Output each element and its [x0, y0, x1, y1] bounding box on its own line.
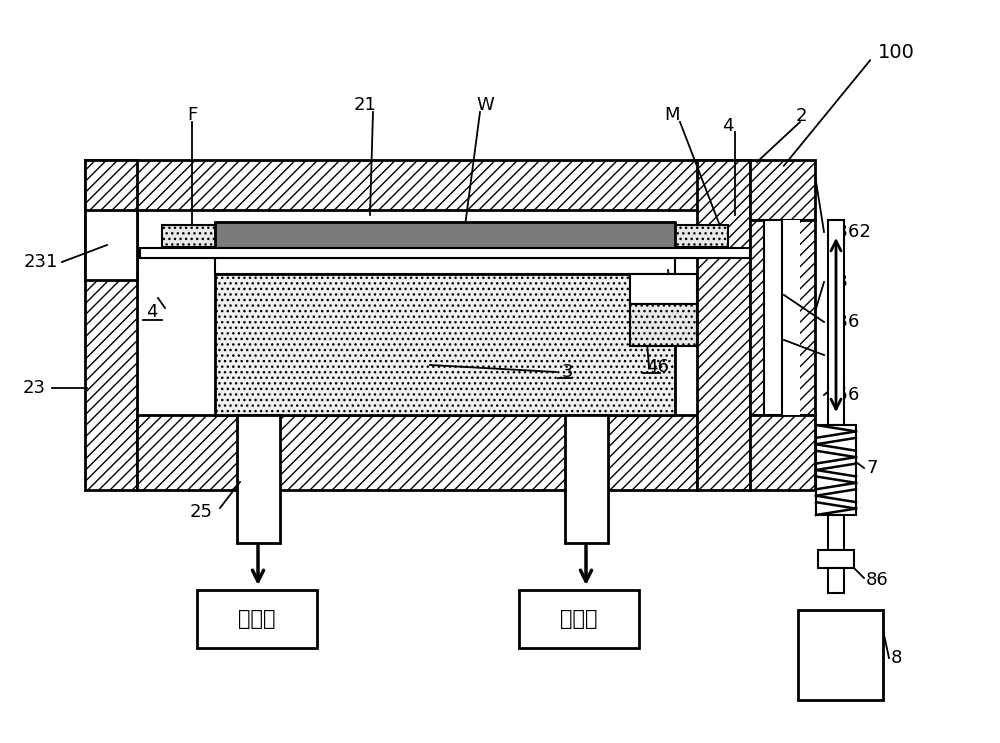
- Text: W: W: [476, 96, 494, 114]
- Text: 236: 236: [826, 313, 860, 331]
- Text: 4: 4: [722, 117, 734, 135]
- Text: M: M: [664, 106, 680, 124]
- Bar: [565, 415, 608, 543]
- Bar: [818, 550, 854, 568]
- Bar: [85, 210, 137, 280]
- Text: 2362: 2362: [826, 223, 872, 241]
- Bar: [697, 160, 750, 490]
- Bar: [137, 210, 697, 415]
- Text: 7: 7: [866, 459, 878, 477]
- Bar: [750, 160, 815, 220]
- Text: 23: 23: [826, 273, 849, 291]
- Text: 真空泵: 真空泵: [238, 609, 276, 629]
- Bar: [215, 222, 675, 250]
- Text: 46: 46: [646, 358, 669, 376]
- Text: 23: 23: [23, 379, 46, 397]
- Text: 4: 4: [146, 303, 158, 321]
- Text: F: F: [187, 106, 197, 124]
- Bar: [85, 160, 750, 210]
- Bar: [798, 610, 883, 700]
- Bar: [140, 248, 750, 258]
- Bar: [828, 220, 844, 425]
- Text: 86: 86: [866, 571, 889, 589]
- Bar: [215, 258, 675, 274]
- Text: 真空泵: 真空泵: [560, 609, 598, 629]
- Bar: [750, 415, 815, 490]
- Text: 25: 25: [190, 503, 213, 521]
- Text: 3: 3: [672, 281, 684, 299]
- Bar: [764, 220, 782, 415]
- Bar: [519, 590, 639, 648]
- Bar: [764, 220, 800, 415]
- Text: 2: 2: [796, 107, 808, 125]
- Bar: [816, 425, 856, 515]
- Text: 231: 231: [24, 253, 58, 271]
- Text: 256: 256: [826, 386, 860, 404]
- Text: 100: 100: [878, 42, 915, 62]
- Bar: [668, 225, 728, 247]
- Bar: [137, 415, 697, 490]
- Bar: [750, 220, 815, 415]
- Bar: [630, 304, 697, 346]
- Bar: [630, 274, 697, 304]
- Bar: [162, 225, 222, 247]
- Text: 6: 6: [826, 346, 837, 364]
- Text: 3: 3: [562, 363, 574, 381]
- Text: 8: 8: [891, 649, 902, 667]
- Bar: [85, 160, 137, 490]
- Bar: [197, 590, 317, 648]
- Bar: [237, 415, 280, 543]
- Bar: [828, 515, 844, 550]
- Bar: [215, 274, 675, 415]
- Text: 21: 21: [354, 96, 376, 114]
- Bar: [828, 568, 844, 593]
